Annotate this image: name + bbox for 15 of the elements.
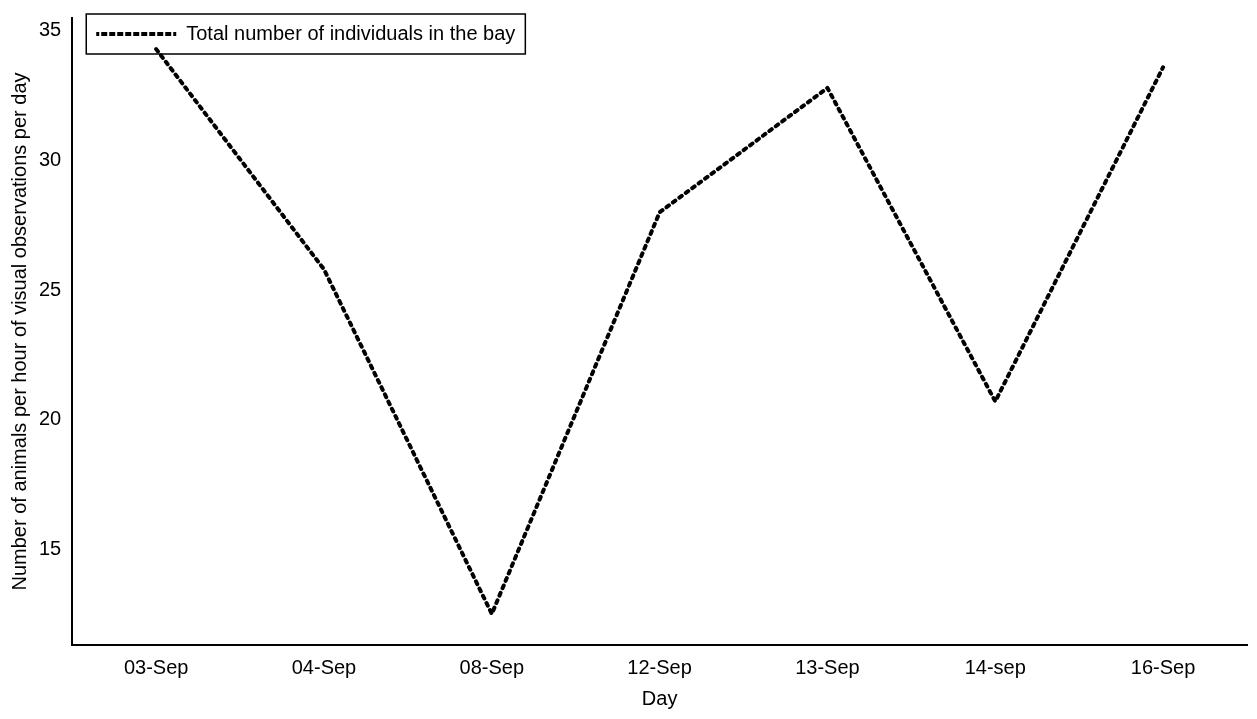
x-tick-label: 12-Sep — [627, 655, 692, 678]
y-axis-title: Number of animals per hour of visual observations per day — [7, 72, 30, 591]
x-tick-label: 04-Sep — [291, 655, 357, 678]
x-tick-label: 08-Sep — [459, 655, 525, 678]
y-tick-label: 20 — [39, 407, 62, 430]
legend-label: Total number of individuals in the bay — [186, 21, 516, 44]
y-tick-label: 25 — [39, 277, 62, 300]
y-tick-label: 35 — [39, 18, 62, 41]
y-tick-label: 30 — [39, 148, 62, 171]
x-tick-label: 03-Sep — [123, 655, 189, 678]
x-tick-label: 16-Sep — [1130, 655, 1196, 678]
x-tick-label: 13-Sep — [795, 655, 860, 678]
x-axis-title: Day — [641, 686, 678, 709]
y-tick-label: 15 — [39, 536, 62, 559]
x-tick-label: 14-sep — [964, 655, 1026, 678]
